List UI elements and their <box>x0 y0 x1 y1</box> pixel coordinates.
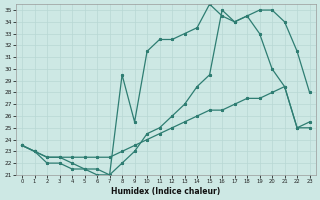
X-axis label: Humidex (Indice chaleur): Humidex (Indice chaleur) <box>111 187 220 196</box>
